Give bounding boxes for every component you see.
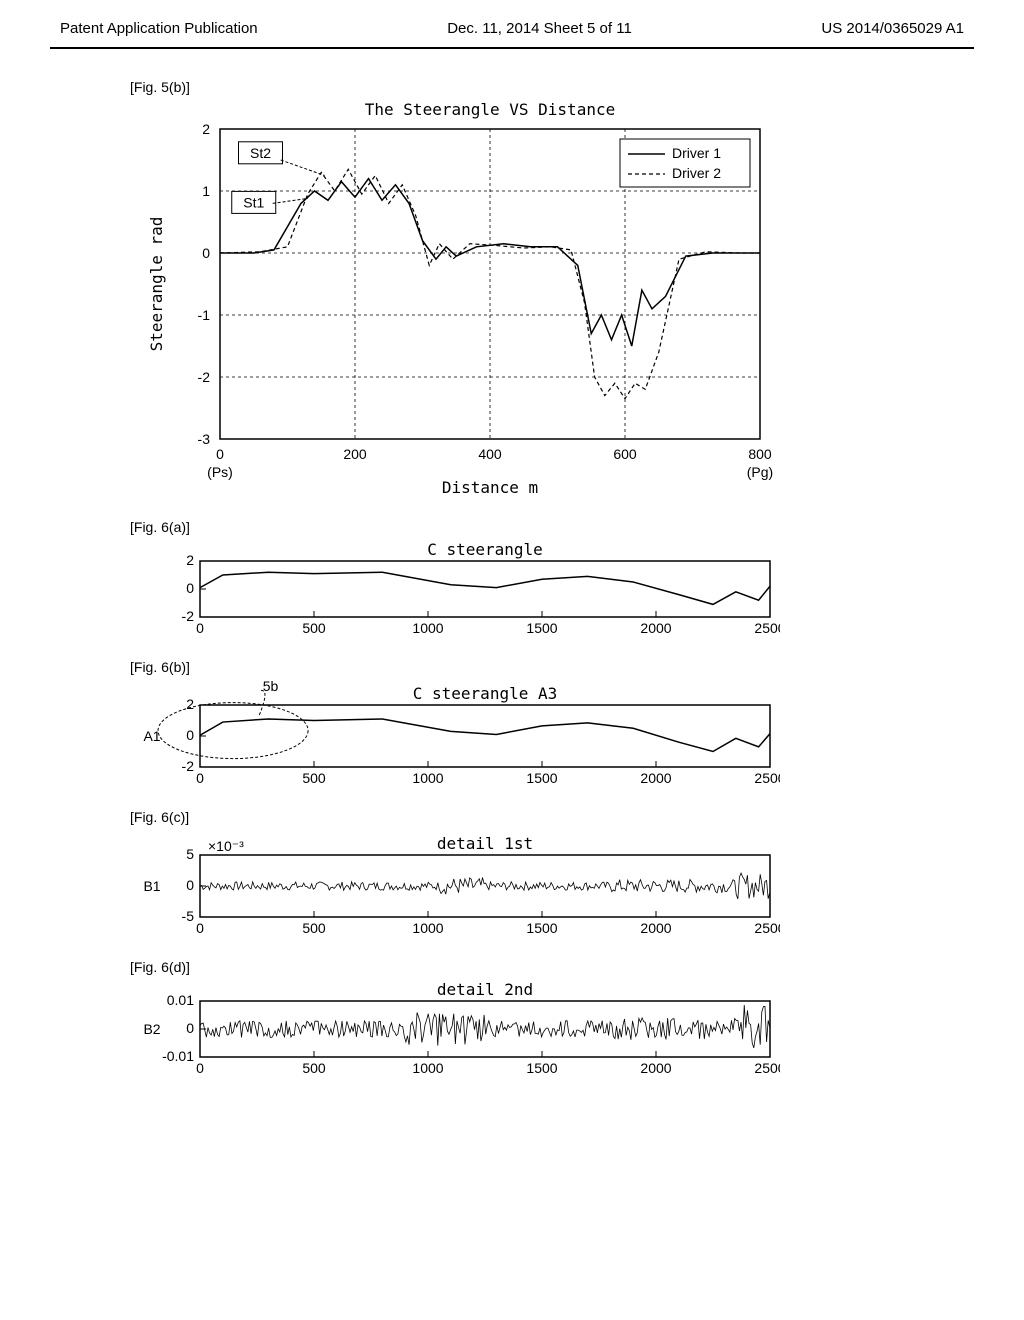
svg-text:2: 2 [186, 696, 194, 712]
svg-text:2000: 2000 [640, 620, 671, 636]
svg-text:5: 5 [186, 846, 194, 862]
svg-text:2000: 2000 [640, 920, 671, 936]
svg-text:-2: -2 [182, 608, 195, 624]
svg-text:-5: -5 [182, 908, 195, 924]
svg-text:1500: 1500 [526, 920, 557, 936]
svg-text:B2: B2 [143, 1021, 160, 1037]
svg-text:2500: 2500 [754, 920, 780, 936]
svg-text:600: 600 [613, 446, 637, 462]
svg-text:0: 0 [216, 446, 224, 462]
svg-text:1000: 1000 [412, 1060, 443, 1076]
svg-text:500: 500 [302, 770, 326, 786]
svg-text:×10⁻³: ×10⁻³ [208, 838, 244, 854]
svg-text:0: 0 [196, 1060, 204, 1076]
header-rule [50, 47, 974, 49]
svg-text:St1: St1 [243, 194, 264, 210]
svg-text:1000: 1000 [412, 920, 443, 936]
svg-text:1500: 1500 [526, 1060, 557, 1076]
fig6c-chart: detail 1st×10⁻³-50505001000150020002500B… [100, 829, 1024, 939]
fig5b-chart: The Steerangle VS Distance -3 -2 -1 0 1 2 0 (Ps)… [140, 99, 1024, 499]
header-left: Patent Application Publication [60, 20, 258, 37]
svg-text:800: 800 [748, 446, 772, 462]
fig6b-label: [Fig. 6(b)] [130, 659, 1024, 675]
header-right: US 2014/0365029 A1 [821, 20, 964, 37]
svg-text:1500: 1500 [526, 620, 557, 636]
svg-text:B1: B1 [143, 878, 160, 894]
svg-text:Driver 1: Driver 1 [672, 145, 721, 161]
svg-text:-2: -2 [182, 758, 195, 774]
fig5b-label: [Fig. 5(b)] [130, 79, 1024, 95]
svg-text:0: 0 [196, 620, 204, 636]
svg-text:0.01: 0.01 [167, 992, 194, 1008]
svg-text:detail 1st: detail 1st [437, 834, 533, 853]
svg-text:500: 500 [302, 1060, 326, 1076]
svg-text:(Ps): (Ps) [207, 464, 233, 480]
page-header: Patent Application Publication Dec. 11, … [0, 0, 1024, 47]
svg-text:0: 0 [186, 580, 194, 596]
svg-text:500: 500 [302, 620, 326, 636]
svg-text:2500: 2500 [754, 770, 780, 786]
svg-text:2500: 2500 [754, 1060, 780, 1076]
fig6c-label: [Fig. 6(c)] [130, 809, 1024, 825]
svg-text:400: 400 [478, 446, 502, 462]
svg-text:-0.01: -0.01 [162, 1048, 194, 1064]
svg-text:-1: -1 [198, 307, 211, 323]
svg-text:-3: -3 [198, 431, 211, 447]
svg-text:500: 500 [302, 920, 326, 936]
svg-text:0: 0 [186, 877, 194, 893]
fig6a-chart: C steerangle-20205001000150020002500 [140, 539, 1024, 639]
svg-text:2000: 2000 [640, 770, 671, 786]
fig6b-chart: C steerangle A3-20205001000150020002500A… [100, 679, 1024, 789]
svg-text:1: 1 [202, 183, 210, 199]
svg-text:5b: 5b [263, 679, 279, 694]
svg-text:Steerangle rad: Steerangle rad [147, 217, 166, 352]
svg-text:2500: 2500 [754, 620, 780, 636]
svg-text:-2: -2 [198, 369, 211, 385]
svg-text:0: 0 [186, 727, 194, 743]
svg-text:(Pg): (Pg) [747, 464, 773, 480]
fig6a-label: [Fig. 6(a)] [130, 519, 1024, 535]
svg-text:1500: 1500 [526, 770, 557, 786]
svg-text:2: 2 [202, 121, 210, 137]
svg-text:1000: 1000 [412, 770, 443, 786]
svg-text:St2: St2 [250, 145, 271, 161]
svg-text:C steerangle A3: C steerangle A3 [413, 684, 558, 703]
svg-text:200: 200 [343, 446, 367, 462]
header-center: Dec. 11, 2014 Sheet 5 of 11 [447, 20, 632, 37]
svg-text:2: 2 [186, 552, 194, 568]
svg-text:Driver 2: Driver 2 [672, 165, 721, 181]
svg-text:The Steerangle VS Distance: The Steerangle VS Distance [365, 100, 615, 119]
svg-text:detail 2nd: detail 2nd [437, 980, 533, 999]
svg-text:2000: 2000 [640, 1060, 671, 1076]
svg-text:0: 0 [186, 1020, 194, 1036]
fig6d-label: [Fig. 6(d)] [130, 959, 1024, 975]
svg-text:0: 0 [202, 245, 210, 261]
fig6d-chart: detail 2nd-0.0100.0105001000150020002500… [100, 979, 1024, 1079]
svg-text:0: 0 [196, 920, 204, 936]
svg-text:1000: 1000 [412, 620, 443, 636]
svg-text:C steerangle: C steerangle [427, 540, 543, 559]
svg-text:Distance m: Distance m [442, 478, 538, 497]
svg-text:0: 0 [196, 770, 204, 786]
